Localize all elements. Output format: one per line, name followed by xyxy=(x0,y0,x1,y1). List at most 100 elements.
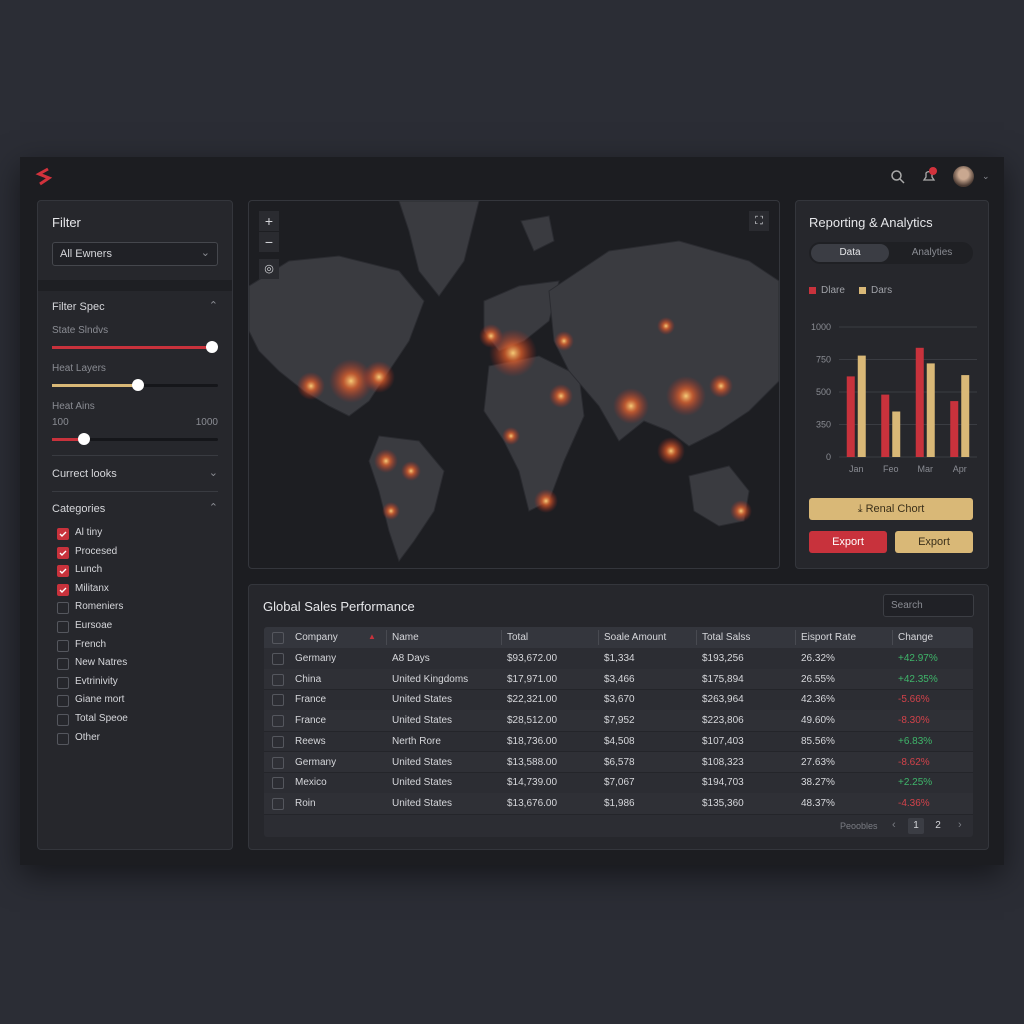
locate[interactable]: ◎ xyxy=(259,259,279,279)
table-cell: +42.97% xyxy=(898,653,938,664)
table-cell: Germany xyxy=(295,756,337,768)
owner-select[interactable]: All Ewners ⌄ xyxy=(52,242,218,266)
table-panel: Global Sales Performance Search Company N… xyxy=(248,584,989,850)
notification-icon[interactable] xyxy=(920,166,940,186)
checkbox[interactable] xyxy=(57,676,69,689)
table-cell: $263,964 xyxy=(702,694,744,706)
page-number[interactable]: 1 xyxy=(908,818,924,834)
heat-map[interactable] xyxy=(249,201,779,568)
table-cell: $22,321.00 xyxy=(507,694,558,706)
table-cell: $108,323 xyxy=(702,756,744,768)
sort-icon[interactable]: ▲ xyxy=(368,632,376,641)
collapse-icon[interactable]: ⌃ xyxy=(208,300,218,312)
table-row: Roin United States $13,676.00 $1,986 $135,36… xyxy=(264,792,973,815)
table-cell: $13,588.00 xyxy=(507,756,558,768)
column-header[interactable]: Soale Amount xyxy=(604,632,667,643)
slider[interactable] xyxy=(52,379,218,391)
button-label: Renal Chort xyxy=(865,503,925,515)
checkbox[interactable] xyxy=(272,673,284,686)
checkbox[interactable] xyxy=(57,565,69,578)
data-table: Company Name Total Soale Amount Total Salss E… xyxy=(264,627,973,837)
y-tick-label: 750 xyxy=(816,355,831,365)
search-icon[interactable] xyxy=(890,169,906,185)
avatar[interactable] xyxy=(953,166,974,187)
checkbox[interactable] xyxy=(272,797,284,810)
column-header[interactable]: Change xyxy=(898,632,934,643)
next-page[interactable]: › xyxy=(958,819,962,831)
table-cell: $193,256 xyxy=(702,653,744,664)
column-separator xyxy=(501,630,502,645)
category-label: Al tiny xyxy=(75,527,103,538)
table-cell: A8 Days xyxy=(392,653,430,664)
checkbox[interactable] xyxy=(57,714,69,726)
table-cell: 26.32% xyxy=(801,653,835,664)
zoom-in[interactable]: + xyxy=(259,211,279,231)
checkbox[interactable] xyxy=(272,632,284,644)
category-label: Total Speoe xyxy=(75,713,128,724)
checkbox[interactable] xyxy=(272,756,284,769)
checkbox[interactable] xyxy=(272,715,284,728)
table-cell: $13,676.00 xyxy=(507,797,558,809)
slider-knob[interactable] xyxy=(206,341,218,353)
slider-label: Heat Layers xyxy=(52,363,106,374)
checkbox[interactable] xyxy=(57,732,69,745)
page-number[interactable]: 2 xyxy=(935,820,941,831)
slider-knob[interactable] xyxy=(78,433,90,445)
filter-title: Filter xyxy=(52,215,81,230)
slider[interactable] xyxy=(52,433,218,445)
table-row: France United States $22,321.00 $3,670 $263,… xyxy=(264,689,973,712)
table-cell: Roin xyxy=(295,797,316,809)
column-header[interactable]: Total xyxy=(507,632,529,643)
y-tick-label: 500 xyxy=(816,387,831,397)
checkbox[interactable] xyxy=(57,546,69,559)
table-cell: Reews xyxy=(295,735,326,747)
table-cell: Nerth Rore xyxy=(392,735,441,747)
expand-icon[interactable]: ⌄ xyxy=(208,467,218,479)
column-header[interactable]: Eisport Rate xyxy=(801,632,857,643)
logo[interactable] xyxy=(34,166,56,188)
tab[interactable]: Data xyxy=(811,244,889,262)
table-cell: $18,736.00 xyxy=(507,735,558,747)
checkbox[interactable] xyxy=(57,621,69,633)
category-label: Procesed xyxy=(75,545,118,557)
fullscreen[interactable]: ⛶ xyxy=(749,211,769,231)
column-header[interactable]: Company xyxy=(295,632,338,643)
export-button[interactable]: Export xyxy=(895,531,973,553)
table-row: France United States $28,512.00 $7,952 $223,… xyxy=(264,710,973,732)
checkbox[interactable] xyxy=(57,658,69,671)
table-cell: $3,670 xyxy=(604,694,635,706)
table-cell: $107,403 xyxy=(702,735,744,747)
category-label: Other xyxy=(75,731,101,743)
zoom-out[interactable]: − xyxy=(259,232,279,252)
category-label: French xyxy=(75,638,107,650)
tab[interactable]: Analyties xyxy=(911,247,953,258)
collapse-icon[interactable]: ⌃ xyxy=(208,502,218,514)
checkbox[interactable] xyxy=(272,735,284,748)
table-cell: Germany xyxy=(295,653,337,664)
render-chart-button[interactable]: ⤓ Renal Chort xyxy=(809,498,973,520)
avatar-caret[interactable]: ⌄ xyxy=(982,171,990,181)
checkbox[interactable] xyxy=(57,695,69,708)
bar xyxy=(961,375,970,457)
checkbox[interactable] xyxy=(272,777,284,790)
column-separator xyxy=(696,630,697,645)
slider-knob[interactable] xyxy=(132,379,144,391)
export-button[interactable]: Export xyxy=(809,531,887,553)
table-row: Reews Nerth Rore $18,736.00 $4,508 $107,403 8… xyxy=(264,731,973,753)
slider[interactable] xyxy=(52,341,218,353)
checkbox[interactable] xyxy=(57,528,69,540)
current-looks[interactable]: Currect looks xyxy=(52,468,117,480)
table-cell: -8.30% xyxy=(898,715,930,727)
prev-page[interactable]: ‹ xyxy=(892,819,896,831)
bar xyxy=(892,411,901,457)
checkbox[interactable] xyxy=(57,583,69,596)
tabs: Data Analyties xyxy=(809,242,973,264)
table-cell: -4.36% xyxy=(898,797,930,809)
column-header[interactable]: Name xyxy=(392,632,419,643)
checkbox[interactable] xyxy=(272,653,284,665)
column-header[interactable]: Total Salss xyxy=(702,632,751,643)
search-input[interactable]: Search xyxy=(883,594,974,617)
checkbox[interactable] xyxy=(57,602,69,615)
checkbox[interactable] xyxy=(272,694,284,707)
checkbox[interactable] xyxy=(57,639,69,652)
